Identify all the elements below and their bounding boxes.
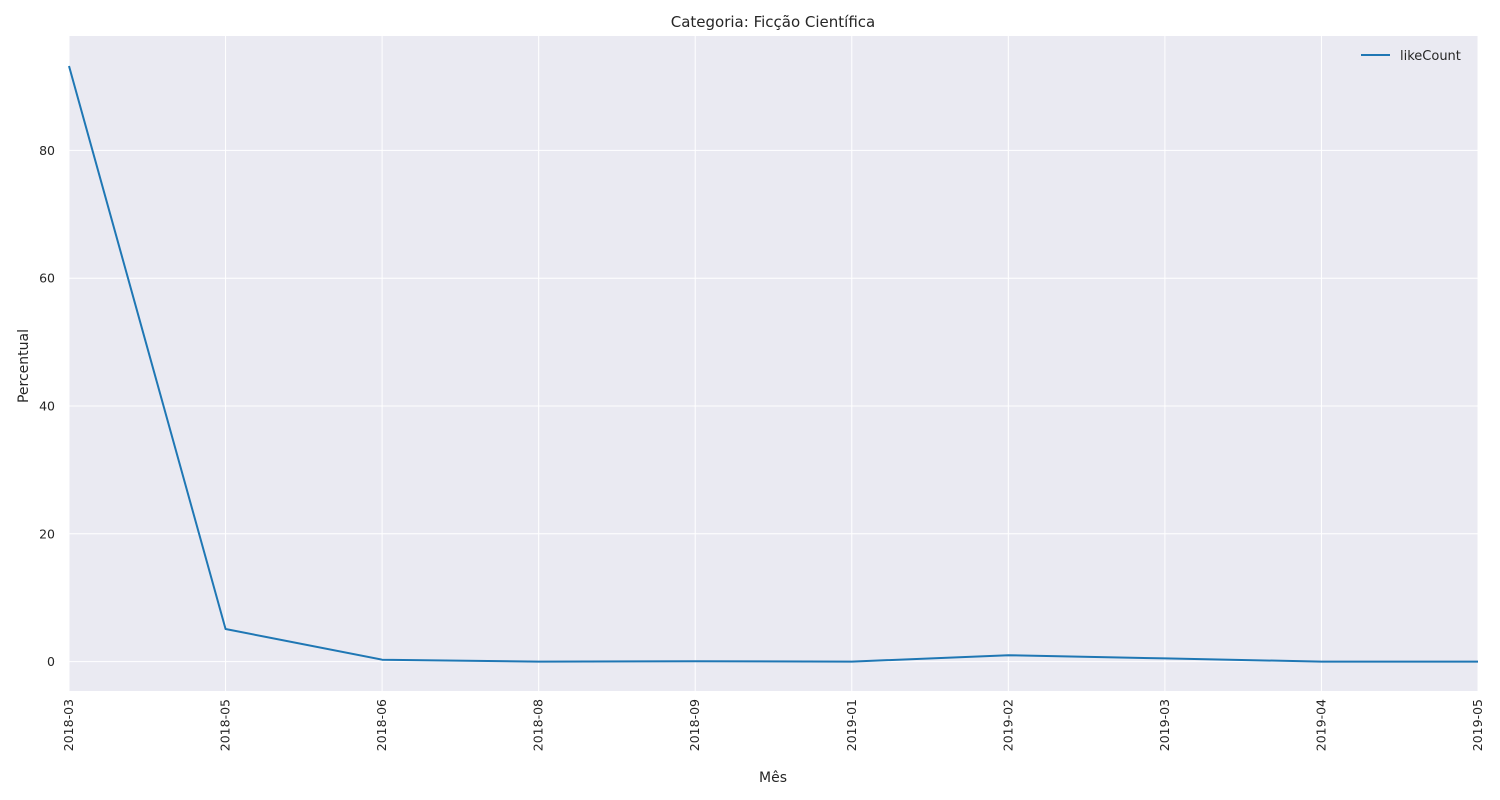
x-tick-label: 2018-06 [374,699,389,751]
legend: likeCount [1361,49,1461,64]
x-tick-label: 2019-05 [1470,699,1485,751]
x-tick-label: 2019-01 [844,699,859,751]
chart-title: Categoria: Ficção Científica [671,13,875,31]
y-tick-label: 60 [39,271,55,286]
x-tick-label: 2018-08 [531,699,546,751]
y-tick-label: 40 [39,398,55,413]
y-tick-label: 0 [47,654,55,669]
legend-label-likeCount: likeCount [1400,49,1461,64]
x-tick-label: 2019-03 [1157,699,1172,751]
x-tick-label: 2018-05 [218,699,233,751]
series-layer [68,65,1479,663]
series-line-likeCount [68,65,1478,663]
grid [68,36,1479,691]
x-axis-label: Mês [759,770,787,786]
x-tick-label: 2019-04 [1313,699,1328,751]
y-axis-label: Percentual [16,329,32,403]
y-tick-label: 80 [39,143,55,158]
x-tick-label: 2018-03 [61,699,76,751]
y-axis-ticks: 0 20 40 60 80 [39,143,55,669]
x-axis-ticks: 2018-03 2018-05 2018-06 2018-08 2018-09 2019-… [61,699,1485,751]
x-tick-label: 2018-09 [687,699,702,751]
x-tick-label: 2019-02 [1000,699,1015,751]
y-tick-label: 20 [39,526,55,541]
plot-background [69,36,1478,691]
